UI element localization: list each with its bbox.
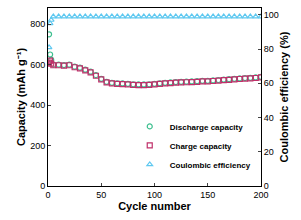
svg-text:Coulombic efficiency: Coulombic efficiency	[170, 161, 251, 170]
svg-text:50: 50	[96, 190, 106, 200]
svg-text:600: 600	[30, 60, 45, 70]
svg-text:100: 100	[147, 190, 162, 200]
svg-text:200: 200	[30, 141, 45, 151]
svg-text:150: 150	[200, 190, 215, 200]
svg-text:100: 100	[264, 10, 279, 20]
svg-text:Charge capacity: Charge capacity	[170, 142, 232, 151]
svg-text:Coulombic efficiency (%): Coulombic efficiency (%)	[278, 31, 290, 162]
svg-text:60: 60	[264, 78, 274, 88]
svg-text:0: 0	[264, 181, 269, 191]
svg-text:0: 0	[40, 181, 45, 191]
svg-text:400: 400	[30, 100, 45, 110]
svg-text:Discharge capacity: Discharge capacity	[170, 123, 243, 132]
svg-text:0: 0	[45, 190, 50, 200]
svg-text:800: 800	[30, 19, 45, 29]
svg-text:40: 40	[264, 113, 274, 123]
svg-text:200: 200	[253, 190, 268, 200]
svg-text:80: 80	[264, 44, 274, 54]
svg-text:Cycle number: Cycle number	[118, 200, 191, 212]
svg-text:Capacity (mAh g⁻¹): Capacity (mAh g⁻¹)	[15, 48, 27, 146]
svg-text:20: 20	[264, 147, 274, 157]
